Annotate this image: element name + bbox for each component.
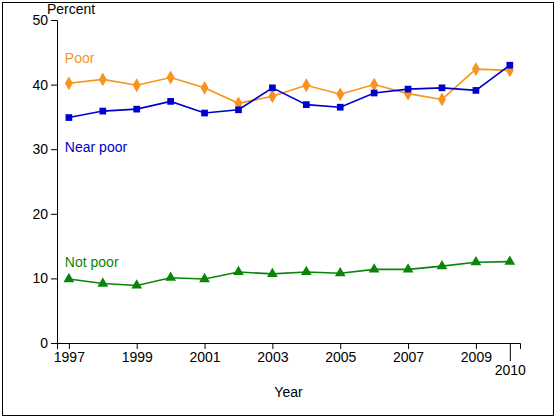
- tick-label: 1997: [54, 349, 85, 365]
- series-label: Near poor: [65, 139, 128, 155]
- tick: 2009: [461, 343, 492, 365]
- y-axis-title: Percent: [47, 1, 95, 17]
- tick-label: 2003: [257, 349, 288, 365]
- marker: [233, 266, 244, 275]
- tick-label: 30: [32, 141, 48, 157]
- tick: 2010: [495, 343, 526, 378]
- series-label: Not poor: [65, 254, 119, 270]
- tick-mark: [51, 214, 57, 215]
- marker: [65, 76, 73, 90]
- marker: [302, 78, 310, 92]
- tick: 2007: [393, 343, 424, 365]
- tick-label: 2007: [393, 349, 424, 365]
- marker: [133, 78, 141, 92]
- marker: [506, 62, 513, 69]
- tick: 30: [32, 141, 57, 157]
- chart: 0 10 20 30 40 50 1997 1999 2001 2003 2005 2007 20092…: [0, 0, 560, 420]
- tick-mark: [510, 343, 511, 361]
- tick: 2003: [257, 343, 288, 365]
- tick: 1999: [122, 343, 153, 365]
- tick-mark: [51, 278, 57, 279]
- marker: [201, 110, 208, 117]
- marker: [473, 87, 480, 94]
- marker: [437, 260, 448, 269]
- marker: [336, 87, 344, 101]
- series-label: Poor: [65, 50, 95, 66]
- marker: [63, 273, 74, 282]
- marker: [235, 106, 242, 113]
- marker: [301, 266, 312, 275]
- marker: [167, 71, 175, 85]
- marker: [369, 263, 380, 272]
- tick-label: 1999: [122, 349, 153, 365]
- marker: [370, 78, 378, 92]
- marker: [335, 267, 346, 276]
- tick-mark: [51, 85, 57, 86]
- marker: [99, 108, 106, 115]
- marker: [439, 84, 446, 91]
- marker: [165, 272, 176, 281]
- x-axis-title: Year: [274, 384, 303, 400]
- marker: [131, 279, 142, 288]
- marker: [404, 87, 412, 101]
- tick-label: 10: [32, 270, 48, 286]
- marker: [438, 93, 446, 107]
- marker: [267, 268, 278, 277]
- series-line: [69, 65, 510, 117]
- marker: [97, 277, 108, 286]
- tick-mark: [51, 149, 57, 150]
- tick-label: 40: [32, 77, 48, 93]
- marker: [471, 256, 482, 265]
- tick-label: 2010: [495, 362, 526, 378]
- plot-area: [63, 62, 515, 289]
- marker: [337, 104, 344, 111]
- tick: 2001: [189, 343, 220, 365]
- marker: [472, 62, 480, 76]
- marker: [269, 84, 276, 91]
- tick-label: 2001: [189, 349, 220, 365]
- marker: [167, 98, 174, 105]
- marker: [303, 101, 310, 108]
- marker: [201, 81, 209, 95]
- marker: [199, 273, 210, 282]
- marker: [268, 89, 276, 103]
- tick-label: 50: [32, 12, 48, 28]
- tick: 20: [32, 206, 57, 222]
- tick-label: 2005: [325, 349, 356, 365]
- marker: [371, 90, 378, 97]
- marker: [403, 263, 414, 272]
- axis-line: [51, 21, 58, 344]
- tick-mark: [51, 20, 57, 21]
- marker: [99, 73, 107, 87]
- frame: [3, 3, 554, 416]
- marker: [504, 255, 515, 264]
- marker: [405, 86, 412, 93]
- tick: 2005: [325, 343, 356, 365]
- x-axis: 1997 1999 2001 2003 2005 2007 20092010: [54, 343, 526, 378]
- tick-label: 0: [40, 335, 48, 351]
- marker: [66, 114, 73, 121]
- marker: [133, 106, 140, 113]
- tick-mark: [51, 343, 57, 344]
- tick: 10: [32, 270, 57, 286]
- tick: 1997: [54, 343, 85, 365]
- tick: 40: [32, 77, 57, 93]
- tick-label: 2009: [461, 349, 492, 365]
- y-axis: 0 10 20 30 40 50: [32, 12, 57, 351]
- tick-label: 20: [32, 206, 48, 222]
